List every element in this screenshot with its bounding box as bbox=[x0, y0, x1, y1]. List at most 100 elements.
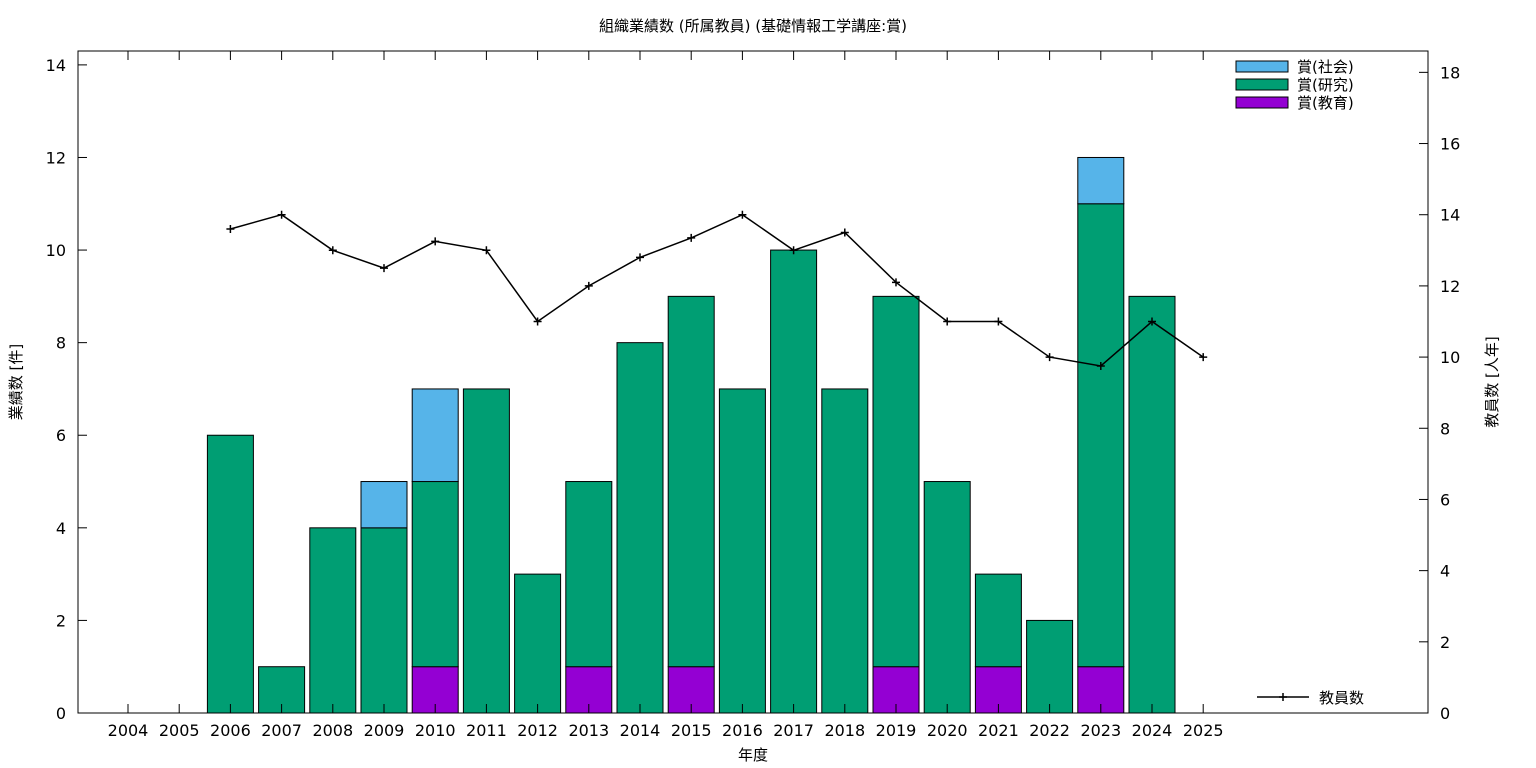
line-point-2013 bbox=[584, 281, 593, 290]
legend-swatch bbox=[1235, 60, 1289, 73]
line-layer bbox=[226, 210, 1208, 370]
line-point-2024 bbox=[1148, 317, 1156, 326]
y2-tick-label: 16 bbox=[1440, 135, 1460, 154]
y2-tick-label: 12 bbox=[1440, 277, 1460, 296]
y2-axis-label: 教員数 [人年] bbox=[1483, 336, 1501, 427]
y-tick-label: 8 bbox=[56, 334, 66, 353]
y-tick-label: 4 bbox=[56, 519, 66, 538]
y2-tick-label: 4 bbox=[1440, 562, 1450, 581]
line-point-2017 bbox=[789, 246, 798, 255]
bar-2023-賞(研究) bbox=[1077, 203, 1125, 668]
bar-2015-賞(研究) bbox=[667, 295, 715, 668]
line-point-2018 bbox=[840, 228, 849, 237]
y-tick-label: 14 bbox=[46, 56, 66, 75]
line-point-2025 bbox=[1199, 353, 1208, 362]
x-tick-label: 2009 bbox=[364, 721, 405, 740]
bar-2011-賞(研究) bbox=[462, 388, 510, 714]
y-axis-ticks: 0 2 4 6 8 10 12 14 bbox=[46, 56, 87, 723]
line-point-2014 bbox=[636, 253, 644, 262]
legend-swatch bbox=[1235, 96, 1289, 109]
x-tick-label: 2025 bbox=[1183, 721, 1224, 740]
x-tick-label: 2015 bbox=[671, 721, 712, 740]
y-tick-label: 0 bbox=[56, 704, 66, 723]
y-axis-label: 業績数 [件] bbox=[7, 344, 25, 420]
x-tick-label: 2011 bbox=[466, 721, 507, 740]
line-point-2009 bbox=[380, 264, 388, 273]
y-tick-label: 12 bbox=[46, 148, 66, 167]
bar-2019-賞(研究) bbox=[872, 295, 920, 668]
line-point-2006 bbox=[226, 224, 235, 233]
x-tick-label: 2023 bbox=[1080, 721, 1121, 740]
line-point-2023 bbox=[1096, 361, 1105, 370]
faculty-count-line bbox=[230, 213, 1204, 367]
x-axis-label: 年度 bbox=[738, 746, 768, 764]
line-point-2012 bbox=[533, 317, 542, 326]
bar-2014-賞(研究) bbox=[616, 342, 664, 714]
y2-tick-label: 6 bbox=[1440, 490, 1450, 509]
line-point-2008 bbox=[328, 246, 337, 255]
bar-2020-賞(研究) bbox=[923, 481, 971, 714]
x-tick-label: 2020 bbox=[927, 721, 968, 740]
bar-2006-賞(研究) bbox=[206, 434, 254, 714]
bar-2024-賞(研究) bbox=[1128, 295, 1176, 714]
bar-2010-賞(社会) bbox=[411, 388, 459, 483]
line-point-2007 bbox=[277, 210, 286, 219]
x-tick-label: 2013 bbox=[568, 721, 609, 740]
legend-swatch bbox=[1235, 78, 1289, 91]
y2-tick-label: 8 bbox=[1440, 419, 1450, 438]
legend: 賞(社会)賞(研究)賞(教育) bbox=[1235, 58, 1354, 112]
x-tick-label: 2022 bbox=[1029, 721, 1070, 740]
line-point-2011 bbox=[482, 246, 491, 255]
bar-2021-賞(研究) bbox=[974, 573, 1022, 668]
bar-2023-賞(社会) bbox=[1077, 156, 1125, 205]
x-tick-label: 2005 bbox=[159, 721, 200, 740]
bar-2018-賞(研究) bbox=[821, 388, 869, 714]
y2-tick-label: 10 bbox=[1440, 348, 1460, 367]
line-point-2015 bbox=[687, 233, 696, 242]
y-tick-label: 2 bbox=[56, 611, 66, 630]
x-tick-label: 2012 bbox=[517, 721, 558, 740]
bar-2008-賞(研究) bbox=[309, 527, 357, 714]
x-tick-label: 2016 bbox=[722, 721, 763, 740]
line-legend: 教員数 bbox=[1257, 689, 1364, 707]
y-tick-label: 10 bbox=[46, 241, 66, 260]
bar-2009-賞(研究) bbox=[360, 527, 408, 714]
bar-2010-賞(研究) bbox=[411, 481, 459, 668]
line-point-2022 bbox=[1045, 353, 1054, 362]
bar-2016-賞(研究) bbox=[718, 388, 766, 714]
bar-2009-賞(社会) bbox=[360, 481, 408, 529]
y2-axis-ticks: 0 2 4 6 8 10 12 14 16 18 bbox=[1419, 63, 1460, 723]
x-tick-label: 2006 bbox=[210, 721, 251, 740]
legend-label: 賞(社会) bbox=[1297, 58, 1354, 76]
y2-tick-label: 0 bbox=[1440, 704, 1450, 723]
legend-label: 賞(教育) bbox=[1297, 94, 1354, 112]
x-tick-label: 2014 bbox=[620, 721, 661, 740]
y-tick-label: 6 bbox=[56, 426, 66, 445]
line-point-2010 bbox=[431, 237, 440, 246]
x-tick-label: 2024 bbox=[1132, 721, 1173, 740]
legend-label: 賞(研究) bbox=[1297, 76, 1354, 94]
y2-tick-label: 18 bbox=[1440, 63, 1460, 82]
bar-2022-賞(研究) bbox=[1026, 619, 1074, 714]
y2-tick-label: 2 bbox=[1440, 633, 1450, 652]
x-axis-ticks: 2004 2005 2006 2007 2008 2009 2010 2011 2012 2013… bbox=[108, 51, 1224, 740]
chart-title: 組織業績数 (所属教員) (基礎情報工学講座:賞) bbox=[599, 17, 907, 35]
x-tick-label: 2018 bbox=[824, 721, 865, 740]
bar-2013-賞(研究) bbox=[565, 481, 613, 668]
x-tick-label: 2019 bbox=[876, 721, 917, 740]
x-tick-label: 2008 bbox=[312, 721, 353, 740]
x-tick-label: 2017 bbox=[773, 721, 814, 740]
y2-tick-label: 14 bbox=[1440, 206, 1460, 225]
x-tick-label: 2004 bbox=[108, 721, 149, 740]
x-tick-label: 2021 bbox=[978, 721, 1019, 740]
line-legend-label: 教員数 bbox=[1319, 689, 1364, 707]
bar-2012-賞(研究) bbox=[514, 573, 562, 714]
line-point-2016 bbox=[738, 210, 747, 219]
x-tick-label: 2007 bbox=[261, 721, 302, 740]
bar-2017-賞(研究) bbox=[770, 249, 818, 714]
line-point-2019 bbox=[892, 278, 900, 287]
line-point-2020 bbox=[943, 317, 952, 326]
x-tick-label: 2010 bbox=[415, 721, 456, 740]
bar-layer bbox=[206, 156, 1176, 714]
